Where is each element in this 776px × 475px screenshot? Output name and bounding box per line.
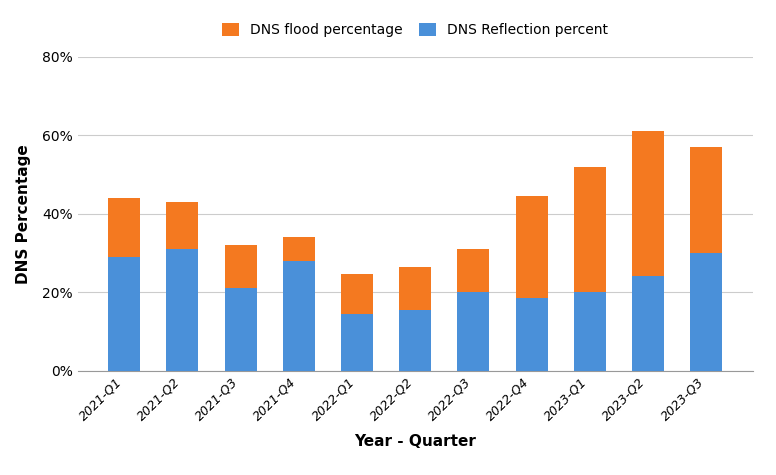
Bar: [167, 202, 199, 249]
X-axis label: Year - Quarter: Year - Quarter: [354, 434, 476, 449]
Bar: [282, 261, 315, 370]
Bar: [457, 249, 490, 292]
Bar: [109, 198, 140, 257]
Bar: [167, 249, 199, 370]
Bar: [573, 292, 606, 370]
Bar: [515, 196, 548, 298]
Bar: [282, 237, 315, 261]
Bar: [399, 266, 431, 310]
Bar: [109, 257, 140, 370]
Y-axis label: DNS Percentage: DNS Percentage: [16, 144, 31, 284]
Bar: [515, 298, 548, 370]
Bar: [341, 275, 373, 314]
Legend: DNS flood percentage, DNS Reflection percent: DNS flood percentage, DNS Reflection per…: [222, 23, 608, 37]
Bar: [224, 245, 257, 288]
Bar: [632, 276, 663, 370]
Bar: [224, 288, 257, 370]
Bar: [341, 314, 373, 370]
Bar: [690, 253, 722, 370]
Bar: [573, 167, 606, 292]
Bar: [690, 147, 722, 253]
Bar: [457, 292, 490, 370]
Bar: [632, 132, 663, 276]
Bar: [399, 310, 431, 370]
